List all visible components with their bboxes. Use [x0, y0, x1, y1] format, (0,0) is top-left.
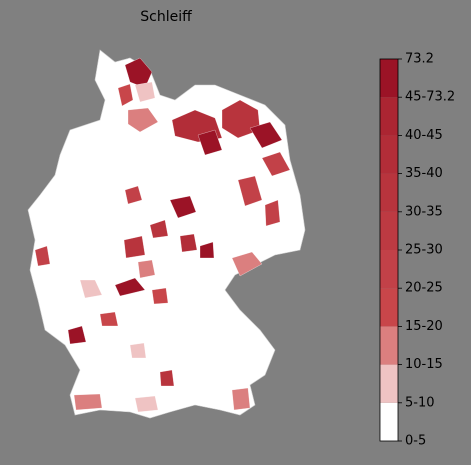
region — [117, 83, 134, 107]
region — [34, 245, 51, 267]
colorbar-bin — [380, 211, 398, 250]
region — [149, 219, 169, 239]
region — [124, 57, 153, 89]
colorbar-bin — [380, 326, 398, 365]
region — [159, 369, 175, 387]
region — [134, 395, 159, 413]
map-title: Schleiff — [140, 9, 192, 25]
colorbar-tick-label: 40-45 — [405, 128, 443, 143]
region — [197, 129, 223, 156]
region — [249, 121, 283, 149]
colorbar-tick-label: 25-30 — [405, 243, 443, 258]
region — [129, 342, 147, 359]
colorbar-bin — [380, 135, 398, 174]
colorbar-bin — [380, 250, 398, 289]
region — [67, 325, 87, 345]
region — [261, 151, 291, 177]
region — [123, 235, 146, 259]
region — [127, 107, 159, 133]
region — [99, 311, 119, 327]
region — [79, 279, 103, 299]
region — [73, 393, 103, 411]
region — [237, 175, 263, 207]
region — [231, 251, 263, 277]
colorbar-tick-label: 15-20 — [405, 319, 443, 334]
colorbar-tick-label: 20-25 — [405, 281, 443, 296]
region — [169, 195, 197, 219]
colorbar-tick-label: 10-15 — [405, 357, 443, 372]
colorbar-tick-label: 73.2 — [405, 52, 434, 67]
region — [264, 199, 281, 227]
colorbar-bin — [380, 59, 398, 98]
region — [134, 81, 156, 103]
colorbar-tick-label: 30-35 — [405, 204, 443, 219]
colorbar-tick-label: 35-40 — [405, 166, 443, 181]
region — [199, 241, 215, 259]
colorbar-tick-label: 5-10 — [405, 395, 435, 410]
colorbar-tick-label: 45-73.2 — [405, 90, 455, 105]
colorbar-bin — [380, 173, 398, 212]
germany-map — [27, 49, 306, 419]
colorbar-bin — [380, 402, 398, 441]
region — [114, 277, 146, 297]
colorbar-bin — [380, 288, 398, 327]
colorbar-tick-label: 0-5 — [405, 434, 426, 449]
colorbar: 0-5 5-10 10-15 15-20 20-25 25-30 30-35 35-40 40-… — [379, 52, 455, 449]
colorbar-bin — [380, 364, 398, 403]
colorbar-bin — [380, 97, 398, 136]
region — [124, 185, 143, 205]
region — [137, 259, 156, 279]
district-regions — [34, 57, 291, 413]
region — [151, 287, 169, 305]
region — [179, 233, 198, 253]
region — [231, 387, 251, 411]
